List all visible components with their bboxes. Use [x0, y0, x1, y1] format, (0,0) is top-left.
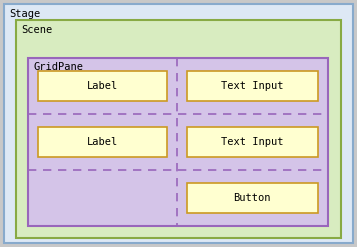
- Bar: [16, 20, 341, 238]
- Bar: [186, 183, 318, 213]
- Text: Text Input: Text Input: [221, 81, 283, 91]
- Text: Stage: Stage: [9, 9, 40, 19]
- Bar: [28, 58, 328, 226]
- Bar: [38, 71, 166, 102]
- Text: Text Input: Text Input: [221, 137, 283, 147]
- Bar: [186, 71, 318, 102]
- Text: Label: Label: [87, 137, 118, 147]
- Bar: [186, 127, 318, 157]
- Text: GridPane: GridPane: [33, 62, 83, 72]
- Bar: [38, 127, 166, 157]
- Text: Label: Label: [87, 81, 118, 91]
- Text: Scene: Scene: [21, 25, 52, 35]
- Text: Button: Button: [233, 193, 271, 203]
